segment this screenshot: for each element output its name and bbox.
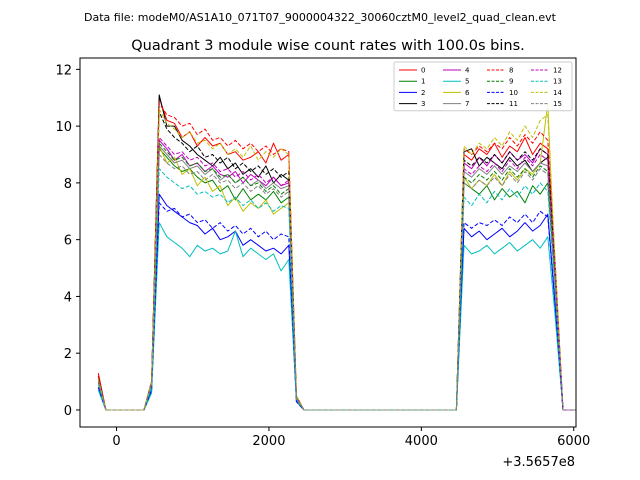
legend-label-9: 9 (509, 78, 513, 86)
legend-label-1: 1 (421, 78, 425, 86)
y-tick-label: 0 (64, 404, 72, 419)
legend-label-12: 12 (553, 67, 562, 75)
x-axis: 02000400060008000 (112, 427, 590, 449)
data-file-header: Data file: modeM0/AS1A10_071T07_90000043… (84, 11, 557, 24)
legend-label-10: 10 (509, 89, 518, 97)
x-tick-label: 4000 (405, 434, 438, 449)
plot-frame (79, 57, 577, 428)
x-tick-label: 0 (112, 434, 120, 449)
series-lines (97, 94, 576, 411)
legend-label-15: 15 (553, 100, 562, 108)
x-axis-offset-label: +3.5657e8 (502, 455, 575, 470)
legend-label-8: 8 (509, 67, 513, 75)
legend-label-0: 0 (421, 67, 425, 75)
legend-label-11: 11 (509, 100, 518, 108)
series-line-15 (97, 154, 576, 411)
series-line-9 (97, 142, 576, 411)
legend-label-14: 14 (553, 89, 562, 97)
y-tick-label: 12 (55, 63, 72, 78)
legend-label-7: 7 (465, 100, 469, 108)
y-tick-label: 4 (64, 290, 72, 305)
y-tick-label: 2 (64, 347, 72, 362)
y-axis: 0 2 4 6 8 10 12 (55, 63, 80, 419)
legend-label-5: 5 (465, 78, 469, 86)
legend-box (393, 61, 573, 112)
legend-label-3: 3 (421, 100, 425, 108)
plot-area (79, 57, 577, 428)
legend-label-4: 4 (465, 67, 470, 75)
chart-title: Quadrant 3 module wise count rates with … (131, 38, 525, 54)
y-tick-label: 8 (64, 177, 72, 192)
y-tick-label: 10 (55, 120, 72, 135)
legend-label-2: 2 (421, 89, 425, 97)
series-line-14 (97, 108, 576, 411)
x-tick-label: 2000 (252, 434, 285, 449)
legend-label-6: 6 (465, 89, 470, 97)
legend-label-13: 13 (553, 78, 562, 86)
x-tick-label: 6000 (557, 434, 590, 449)
y-tick-label: 6 (64, 234, 72, 249)
